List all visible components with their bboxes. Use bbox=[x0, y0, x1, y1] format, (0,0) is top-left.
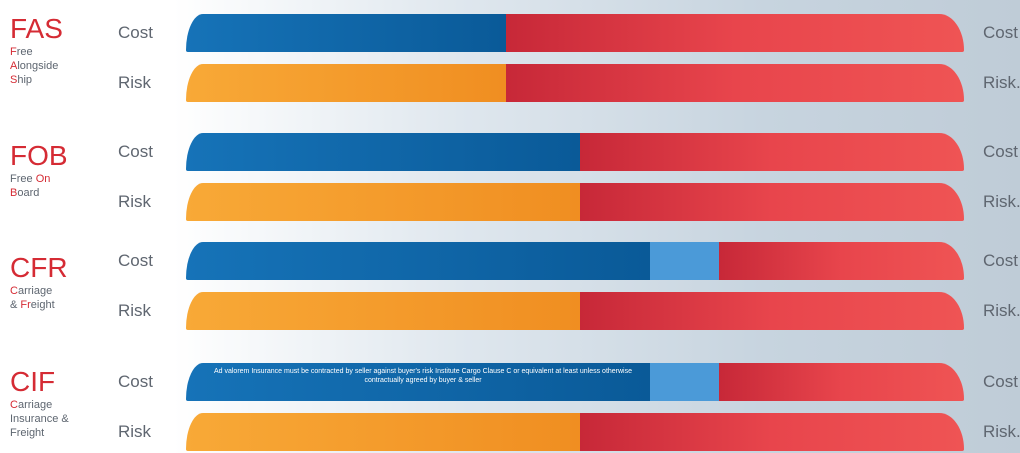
cfr-cost-segment-light bbox=[650, 242, 720, 280]
cfr-cost-bar bbox=[186, 242, 964, 280]
cif-cost-segment-light bbox=[650, 363, 720, 401]
fas-risk-segment-orange bbox=[186, 64, 507, 102]
cif-risk-segment-red bbox=[579, 413, 964, 451]
cif-risk-segment-orange bbox=[186, 413, 581, 451]
term-full-name: Free On Board bbox=[10, 173, 51, 199]
cfr-cost-segment-blue bbox=[186, 242, 651, 280]
term-full-name: Carriage Insurance & Freight bbox=[10, 399, 69, 439]
cif-risk-bar bbox=[186, 413, 964, 451]
risk-label: Risk bbox=[118, 73, 152, 92]
term-code: CIF bbox=[10, 366, 56, 397]
term-code: FOB bbox=[10, 140, 68, 171]
cost-label: Cost bbox=[118, 251, 153, 270]
fas-risk-bar bbox=[186, 64, 964, 102]
risk-label-right: Risk. bbox=[983, 73, 1020, 92]
cost-label-right: Cost bbox=[983, 251, 1018, 270]
cost-label: Cost bbox=[118, 372, 153, 391]
term-full-name: Carriage & Freight bbox=[10, 285, 55, 311]
term-cfr: CFR Carriage & Freight bbox=[10, 254, 68, 312]
cost-label: Cost bbox=[118, 23, 153, 42]
risk-label: Risk bbox=[118, 422, 152, 441]
cif-cost-segment-red bbox=[718, 363, 964, 401]
term-full-name: Free Alongside Ship bbox=[10, 46, 59, 86]
cost-label-right: Cost bbox=[983, 372, 1018, 391]
cfr-risk-segment-orange bbox=[186, 292, 581, 330]
risk-label-right: Risk. bbox=[983, 192, 1020, 211]
fas-cost-segment-red bbox=[505, 14, 964, 52]
fas-cost-bar bbox=[186, 14, 964, 52]
fob-risk-segment-red bbox=[579, 183, 964, 221]
risk-label-right: Risk. bbox=[983, 422, 1020, 441]
term-code: FAS bbox=[10, 13, 63, 44]
fob-risk-segment-orange bbox=[186, 183, 581, 221]
fob-risk-bar bbox=[186, 183, 964, 221]
insurance-note: Ad valorem Insurance must be contracted … bbox=[213, 368, 633, 384]
risk-label-right: Risk. bbox=[983, 301, 1020, 320]
term-fas: FAS Free Alongside Ship bbox=[10, 15, 63, 87]
cif-cost-segment-blue bbox=[186, 363, 651, 401]
cost-label-right: Cost bbox=[983, 23, 1018, 42]
term-code: CFR bbox=[10, 252, 68, 283]
risk-label: Risk bbox=[118, 301, 152, 320]
cfr-cost-segment-red bbox=[718, 242, 964, 280]
term-cif: CIF Carriage Insurance & Freight bbox=[10, 368, 69, 440]
cost-label-right: Cost bbox=[983, 142, 1018, 161]
fob-cost-bar bbox=[186, 133, 964, 171]
cost-label: Cost bbox=[118, 142, 153, 161]
term-fob: FOB Free On Board bbox=[10, 142, 68, 200]
fas-cost-segment-blue bbox=[186, 14, 507, 52]
fob-cost-segment-blue bbox=[186, 133, 581, 171]
cfr-risk-bar bbox=[186, 292, 964, 330]
fas-risk-segment-red bbox=[505, 64, 964, 102]
cif-cost-bar: Ad valorem Insurance must be contracted … bbox=[186, 363, 964, 401]
risk-label: Risk bbox=[118, 192, 152, 211]
cfr-risk-segment-red bbox=[579, 292, 964, 330]
fob-cost-segment-red bbox=[579, 133, 964, 171]
